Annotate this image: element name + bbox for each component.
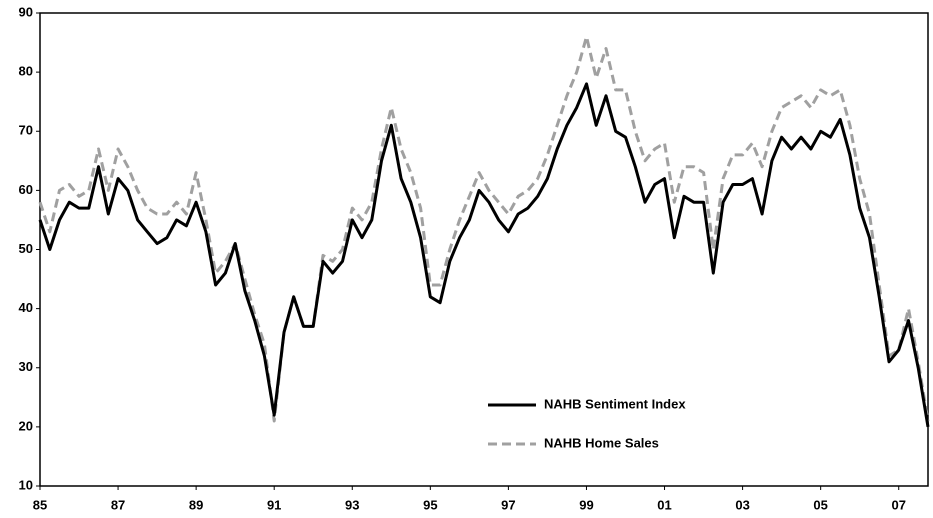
y-tick-label: 90 xyxy=(19,4,33,19)
legend-label: NAHB Home Sales xyxy=(544,435,659,450)
legend-label: NAHB Sentiment Index xyxy=(544,396,686,411)
y-tick-label: 40 xyxy=(19,300,33,315)
x-tick-label: 85 xyxy=(33,497,47,512)
x-tick-label: 97 xyxy=(501,497,515,512)
x-tick-label: 87 xyxy=(111,497,125,512)
plot-frame xyxy=(39,12,929,487)
x-tick-label: 99 xyxy=(579,497,593,512)
x-tick-label: 91 xyxy=(267,497,281,512)
y-tick-label: 30 xyxy=(19,359,33,374)
y-tick-label: 10 xyxy=(19,477,33,492)
y-tick-label: 50 xyxy=(19,241,33,256)
x-tick-label: 95 xyxy=(423,497,437,512)
x-tick-label: 89 xyxy=(189,497,203,512)
x-tick-label: 93 xyxy=(345,497,359,512)
y-tick-label: 70 xyxy=(19,123,33,138)
series-line xyxy=(38,35,930,423)
x-tick-label: 01 xyxy=(657,497,671,512)
y-tick-label: 80 xyxy=(19,64,33,79)
y-tick-label: 20 xyxy=(19,418,33,433)
x-tick-label: 03 xyxy=(735,497,749,512)
x-tick-label: 07 xyxy=(891,497,905,512)
x-tick-label: 05 xyxy=(813,497,827,512)
y-tick-label: 60 xyxy=(19,182,33,197)
series-line xyxy=(38,82,930,428)
